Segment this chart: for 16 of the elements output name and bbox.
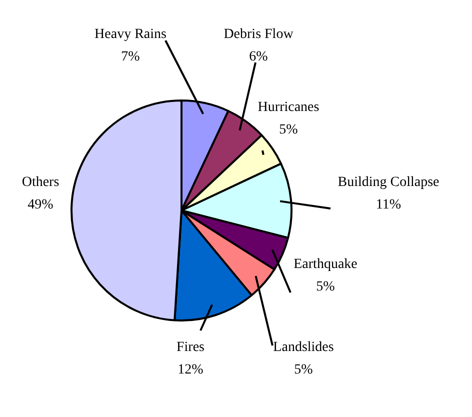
data-label: 11% bbox=[376, 197, 402, 212]
slice-label: Debris Flow bbox=[224, 26, 294, 42]
slice-label: Building Collapse bbox=[338, 174, 440, 190]
data-label: 12% bbox=[178, 362, 204, 378]
slice-label: Others bbox=[22, 174, 60, 190]
slice-label: Heavy Rains bbox=[94, 26, 166, 42]
data-label: 5% bbox=[279, 122, 298, 138]
data-label: 5% bbox=[294, 362, 314, 378]
data-label: 7% bbox=[121, 49, 140, 64]
data-label: 6% bbox=[249, 49, 268, 64]
data-label: 5% bbox=[316, 279, 336, 294]
slice-label: Hurricanes bbox=[258, 100, 320, 115]
slice-label: Earthquake bbox=[294, 256, 358, 272]
slice-label: Landslides bbox=[273, 340, 334, 355]
data-label: 49% bbox=[28, 197, 54, 212]
slice-label: Fires bbox=[176, 340, 204, 355]
